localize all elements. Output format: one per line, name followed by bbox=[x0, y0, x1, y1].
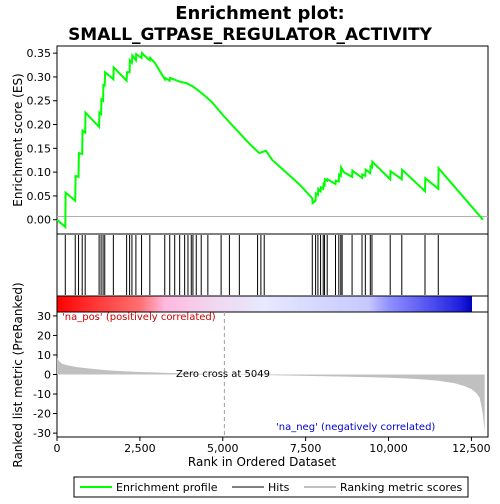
x-tick-label: 7,500 bbox=[290, 442, 322, 455]
metric-ytick-label: 10 bbox=[37, 349, 51, 362]
es-ytick-label: 0.10 bbox=[27, 166, 52, 179]
es-panel: 0.00 0.05 0.10 0.15 0.20 0.25 0.30 0.35 Enrichm… bbox=[11, 45, 489, 235]
x-tick-label: 10,000 bbox=[369, 442, 408, 455]
es-ytick-label: 0.15 bbox=[27, 142, 52, 155]
rank-color-band bbox=[56, 295, 489, 313]
es-ytick-label: 0.30 bbox=[27, 71, 52, 84]
legend-metric-label: Ranking metric scores bbox=[340, 481, 462, 494]
es-plot-frame bbox=[56, 45, 489, 235]
es-ytick-label: 0.25 bbox=[27, 95, 52, 108]
chart-title-line1: Enrichment plot: bbox=[175, 3, 345, 24]
x-tick-label: 5,000 bbox=[207, 442, 239, 455]
rank-band-gradient bbox=[57, 296, 472, 312]
x-tick-label: 0 bbox=[54, 442, 61, 455]
x-axis-label: Rank in Ordered Dataset bbox=[188, 455, 336, 469]
metric-ytick-label: -10 bbox=[33, 388, 51, 401]
legend-box bbox=[73, 476, 469, 498]
metric-ylabel: Ranked list metric (PreRanked) bbox=[11, 282, 25, 467]
pos-label: 'na_pos' (positively correlated) bbox=[62, 312, 216, 323]
metric-ytick-label: 20 bbox=[37, 329, 51, 342]
es-ylabel: Enrichment score (ES) bbox=[11, 73, 25, 206]
zero-cross-label: Zero cross at 5049 bbox=[176, 369, 270, 380]
chart-title-line2: SMALL_GTPASE_REGULATOR_ACTIVITY bbox=[68, 25, 433, 45]
hits-panel bbox=[56, 233, 489, 297]
hits-frame bbox=[56, 233, 489, 297]
metric-ytick-label: 30 bbox=[37, 310, 51, 323]
x-tick-label: 2,500 bbox=[124, 442, 156, 455]
legend-hits-label: Hits bbox=[268, 481, 290, 494]
es-curve bbox=[56, 50, 484, 230]
legend: Enrichment profile Hits Ranking metric s… bbox=[73, 476, 469, 498]
legend-enrichment-label: Enrichment profile bbox=[116, 481, 218, 494]
metric-panel: 30 20 10 0 -10 -20 -30 0 2,500 5,000 7,500 10,000 1… bbox=[11, 282, 491, 469]
metric-ytick-label: -30 bbox=[33, 427, 51, 440]
metric-ytick-label: 0 bbox=[44, 369, 51, 382]
neg-label: 'na_neg' (negatively correlated) bbox=[276, 422, 435, 433]
metric-ytick-label: -20 bbox=[33, 408, 51, 421]
es-ytick-label: 0.20 bbox=[27, 119, 52, 132]
es-ytick-label: 0.35 bbox=[27, 47, 52, 60]
x-tick-label: 12,500 bbox=[452, 442, 491, 455]
metric-area bbox=[57, 357, 485, 433]
es-ytick-label: 0.00 bbox=[27, 214, 52, 227]
es-ytick-label: 0.05 bbox=[27, 190, 52, 203]
